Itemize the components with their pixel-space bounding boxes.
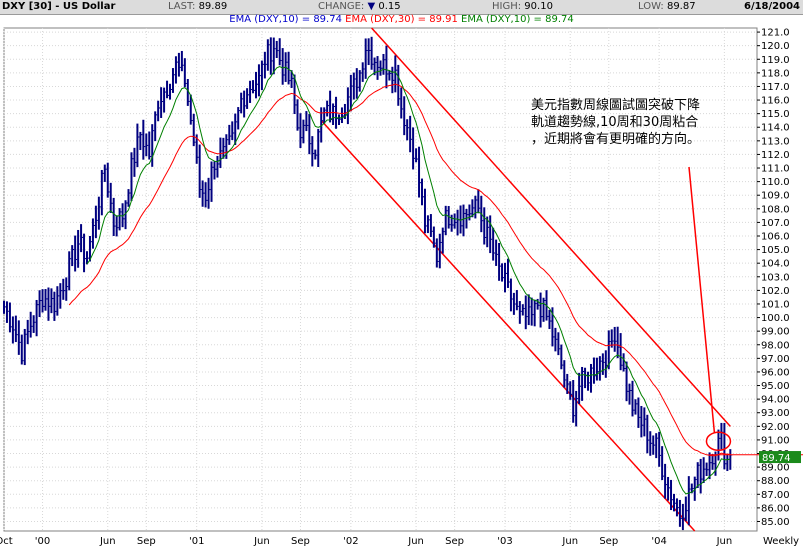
x-tick-label: Jun bbox=[99, 536, 116, 547]
last-value: 89.89 bbox=[198, 1, 228, 12]
x-tick-label: Jun bbox=[716, 536, 733, 547]
annotation-line-2: 軌道趨勢線,10周和30周粘合 bbox=[531, 115, 699, 130]
y-tick-label: 98.00 bbox=[761, 340, 790, 351]
chart-overlay: 89.74 bbox=[688, 166, 803, 464]
x-tick-label: Oct bbox=[0, 536, 13, 547]
high-label: HIGH: 90.10 bbox=[492, 0, 553, 14]
change-label: CHANGE: ▼ 0.15 bbox=[318, 0, 401, 14]
highlight-circle bbox=[705, 431, 732, 452]
y-tick-label: 87.00 bbox=[761, 490, 790, 501]
channel-upper-line bbox=[371, 27, 731, 427]
plot-frame bbox=[3, 27, 758, 532]
y-tick-label: 111.0 bbox=[761, 164, 790, 175]
x-tick-label: Jun bbox=[253, 536, 270, 547]
low-label: LOW: 89.87 bbox=[638, 0, 696, 14]
low-key: LOW: bbox=[638, 1, 664, 12]
last-label: LAST: 89.89 bbox=[168, 0, 227, 14]
y-tick-label: 118.0 bbox=[761, 68, 790, 79]
y-tick-label: 100.0 bbox=[761, 313, 790, 324]
y-tick-label: 97.00 bbox=[761, 354, 790, 365]
y-tick-label: 115.0 bbox=[761, 109, 790, 120]
y-tick-label: 112.0 bbox=[761, 150, 790, 161]
annotation-line-1: 美元指數周線圖試圖突破下降 bbox=[531, 98, 701, 113]
y-tick-label: 113.0 bbox=[761, 136, 790, 147]
y-tick-label: 88.00 bbox=[761, 476, 790, 487]
y-tick-label: 114.0 bbox=[761, 123, 790, 134]
y-tick-label: 106.0 bbox=[761, 231, 790, 242]
y-tick-label: 105.0 bbox=[761, 245, 790, 256]
legend-ema30: EMA (DXY,30) = 89.91 bbox=[345, 14, 458, 25]
y-tick-label: 94.00 bbox=[761, 395, 790, 406]
y-tick-label: 89.00 bbox=[761, 463, 790, 474]
y-tick-label: 92.00 bbox=[761, 422, 790, 433]
symbol-title: DXY [30] - US Dollar bbox=[2, 1, 116, 12]
y-tick-label: 86.00 bbox=[761, 503, 790, 514]
y-tick-label: 108.0 bbox=[761, 204, 790, 215]
y-tick-label: 109.0 bbox=[761, 191, 790, 202]
x-tick-label: Jun bbox=[561, 536, 578, 547]
legend-ema10-green: EMA (DXY,10) = 89.74 bbox=[461, 14, 574, 25]
ema-lines bbox=[68, 65, 731, 495]
y-tick-label: 93.00 bbox=[761, 408, 790, 419]
y-tick-label: 103.0 bbox=[761, 272, 790, 283]
y-tick-label: 117.0 bbox=[761, 82, 790, 93]
y-tick-label: 101.0 bbox=[761, 299, 790, 310]
y-tick-label: 95.00 bbox=[761, 381, 790, 392]
x-tick-label: '02 bbox=[343, 536, 358, 547]
y-tick-label: 96.00 bbox=[761, 367, 790, 378]
x-tick-label: '00 bbox=[35, 536, 50, 547]
last-key: LAST: bbox=[168, 1, 196, 12]
y-tick-label: 85.00 bbox=[761, 517, 790, 528]
channel-lower-line bbox=[320, 119, 696, 532]
chart-annotation: 美元指數周線圖試圖突破下降 軌道趨勢線,10周和30周粘合 ，近期將會有更明確的… bbox=[531, 97, 746, 148]
x-tick-label: Sep bbox=[599, 536, 618, 547]
y-tick-label: 119.0 bbox=[761, 55, 790, 66]
y-tick-label: 121.0 bbox=[761, 28, 790, 39]
y-tick-label: 99.00 bbox=[761, 327, 790, 338]
price-tag-label: 89.74 bbox=[762, 453, 791, 464]
high-key: HIGH: bbox=[492, 1, 522, 12]
x-tick-label: '01 bbox=[189, 536, 204, 547]
indicator-legend: EMA (DXY,10) = 89.74 EMA (DXY,30) = 89.9… bbox=[0, 14, 803, 26]
change-value: 0.15 bbox=[378, 1, 401, 12]
legend-ema10-blue: EMA (DXY,10) = 89.74 bbox=[229, 14, 342, 25]
y-tick-label: 102.0 bbox=[761, 286, 790, 297]
y-tick-label: 116.0 bbox=[761, 96, 790, 107]
y-axis: 85.0086.0087.0088.0089.0090.0091.0092.00… bbox=[757, 28, 790, 528]
x-axis: Oct '00 Jun Sep '01 Jun Sep '02 Jun Sep '03 Jun Sep '… bbox=[0, 536, 799, 547]
annotation-pointer-line bbox=[688, 166, 716, 434]
y-tick-label: 107.0 bbox=[761, 218, 790, 229]
x-tick-label: Sep bbox=[291, 536, 310, 547]
y-tick-label: 104.0 bbox=[761, 259, 790, 270]
x-tick-label: Jun bbox=[407, 536, 424, 547]
y-tick-label: 110.0 bbox=[761, 177, 790, 188]
chart-header: DXY [30] - US Dollar LAST: 89.89 CHANGE:… bbox=[0, 0, 803, 15]
x-tick-label: Sep bbox=[445, 536, 464, 547]
x-tick-label: Sep bbox=[137, 536, 156, 547]
annotation-line-3: ，近期將會有更明確的方向。 bbox=[531, 132, 701, 147]
y-tick-label: 120.0 bbox=[761, 41, 790, 52]
x-tick-label: '03 bbox=[497, 536, 512, 547]
down-triangle-icon: ▼ bbox=[367, 1, 376, 12]
change-key: CHANGE: bbox=[318, 1, 365, 12]
x-tick-label: Weekly bbox=[763, 536, 799, 547]
y-tick-label: 91.00 bbox=[761, 435, 790, 446]
price-tag bbox=[759, 451, 801, 464]
header-date: 6/18/2004 bbox=[743, 1, 800, 12]
ema30-line bbox=[68, 83, 731, 457]
trend-channel bbox=[320, 27, 731, 532]
high-value: 90.10 bbox=[524, 1, 553, 12]
x-tick-label: '04 bbox=[651, 536, 666, 547]
ema10-line bbox=[86, 65, 731, 495]
low-value: 89.87 bbox=[666, 1, 696, 12]
